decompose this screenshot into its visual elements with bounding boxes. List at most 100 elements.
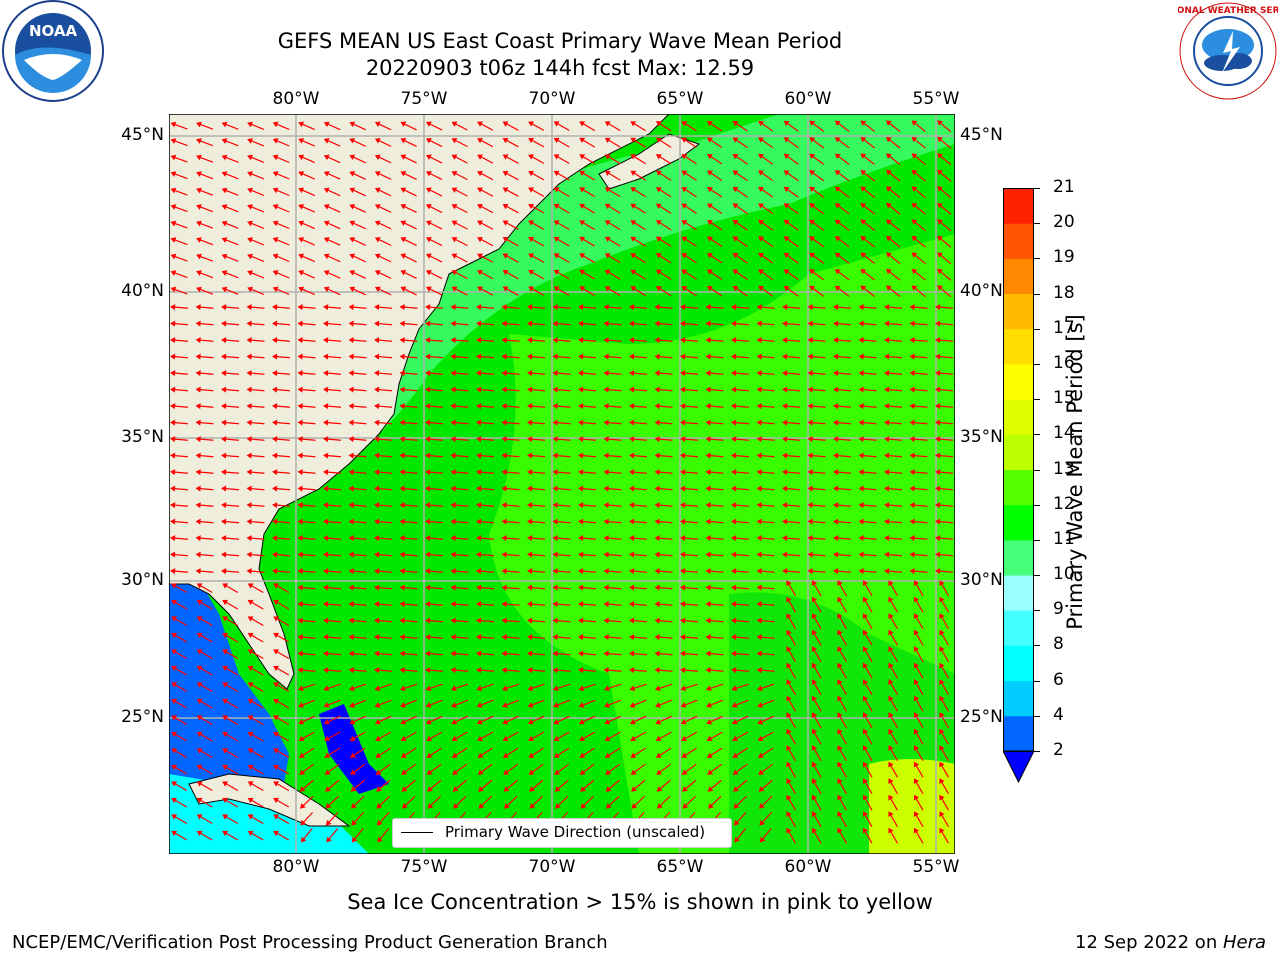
wave-direction-arrow (527, 436, 546, 443)
wave-direction-arrow (680, 304, 699, 311)
wave-direction-arrow (578, 320, 597, 327)
wave-direction-arrow (578, 436, 597, 443)
wave-direction-arrow (913, 596, 924, 613)
wave-direction-arrow (425, 138, 443, 148)
wave-direction-arrow (705, 518, 724, 525)
wave-direction-arrow (884, 535, 903, 542)
wave-direction-arrow (884, 502, 903, 509)
wave-direction-arrow (680, 436, 699, 443)
wave-direction-arrow (247, 632, 264, 643)
wave-direction-arrow (476, 386, 495, 393)
wave-direction-arrow (425, 634, 444, 641)
wave-direction-arrow (221, 485, 240, 492)
wave-direction-arrow (246, 518, 265, 525)
wave-direction-arrow (476, 715, 494, 725)
colorbar-segment (1003, 575, 1034, 611)
wave-direction-arrow (833, 403, 852, 410)
wave-direction-arrow (170, 419, 189, 426)
wave-direction-arrow (450, 502, 469, 509)
wave-direction-arrow (888, 662, 899, 679)
wave-direction-arrow (272, 436, 291, 443)
wave-direction-arrow (705, 683, 724, 692)
wave-direction-arrow (604, 747, 621, 758)
wave-direction-arrow (654, 667, 673, 674)
wave-direction-arrow (552, 436, 571, 443)
wave-direction-arrow (297, 617, 316, 624)
wave-direction-arrow (756, 353, 775, 360)
colorbar-segment (1003, 258, 1034, 295)
wave-direction-arrow (629, 386, 648, 393)
wave-direction-arrow (604, 731, 621, 742)
wave-direction-arrow (325, 811, 339, 826)
wave-direction-arrow (425, 502, 444, 509)
wave-direction-arrow (603, 370, 622, 377)
wave-direction-arrow (196, 253, 214, 262)
wave-direction-arrow (833, 436, 852, 443)
wave-direction-arrow (222, 731, 239, 742)
wave-direction-arrow (528, 253, 545, 263)
wave-direction-arrow (811, 679, 822, 696)
wave-direction-arrow (349, 270, 366, 279)
wave-direction-arrow (501, 584, 520, 591)
wave-direction-arrow (811, 629, 822, 646)
wave-direction-arrow (913, 662, 924, 679)
wave-direction-arrow (222, 830, 239, 841)
lat-tick-left: 45°N (121, 125, 164, 145)
wave-direction-arrow (476, 436, 495, 443)
wave-direction-arrow (323, 220, 341, 230)
wave-direction-arrow (858, 370, 877, 377)
colorbar-tick (1034, 434, 1040, 436)
wave-direction-arrow (757, 715, 774, 725)
wave-direction-arrow (681, 220, 697, 231)
wave-direction-arrow (833, 469, 852, 476)
wave-direction-arrow (937, 235, 952, 248)
wave-direction-arrow (196, 797, 213, 808)
wave-direction-arrow (323, 551, 342, 558)
wave-direction-arrow (195, 419, 214, 426)
wave-direction-arrow (247, 204, 265, 213)
wave-direction-arrow (450, 584, 469, 591)
wave-direction-arrow (527, 650, 546, 657)
wave-direction-arrow (629, 667, 648, 674)
wave-direction-arrow (888, 728, 899, 745)
wave-direction-arrow (578, 667, 597, 674)
wave-direction-arrow (451, 269, 468, 280)
wave-direction-arrow (476, 551, 495, 558)
wave-direction-arrow (706, 715, 723, 725)
wave-direction-arrow (247, 698, 264, 709)
wave-direction-arrow (451, 170, 468, 181)
wave-direction-arrow (629, 617, 648, 624)
wave-direction-arrow (246, 304, 265, 311)
wave-direction-arrow (807, 551, 826, 558)
wave-direction-arrow (527, 304, 546, 311)
wave-direction-arrow (705, 320, 724, 327)
wave-direction-arrow (579, 269, 596, 280)
wave-direction-arrow (654, 370, 673, 377)
wave-direction-arrow (680, 320, 699, 327)
wave-direction-arrow (552, 485, 571, 492)
wave-direction-arrow (578, 551, 597, 558)
wave-direction-arrow (860, 169, 875, 182)
wave-direction-arrow (501, 502, 520, 509)
wave-direction-arrow (911, 186, 926, 199)
wave-direction-arrow (324, 731, 341, 742)
wave-direction-arrow (604, 170, 621, 181)
wave-direction-arrow (221, 419, 240, 426)
wave-direction-arrow (501, 667, 520, 674)
colorbar-tick (1034, 399, 1040, 401)
wave-direction-arrow (809, 285, 825, 297)
wave-direction-arrow (196, 237, 214, 246)
wave-direction-arrow (552, 452, 571, 459)
wave-direction-arrow (477, 220, 494, 230)
wave-direction-arrow (476, 650, 495, 657)
wave-direction-arrow (885, 202, 901, 215)
wave-direction-arrow (528, 763, 544, 775)
wave-direction-arrow (425, 419, 444, 426)
colorbar-segment (1003, 328, 1034, 365)
wave-direction-arrow (681, 747, 697, 758)
lon-tick-top: 55°W (912, 89, 960, 109)
wave-direction-arrow (170, 353, 189, 360)
wave-direction-arrow (731, 370, 750, 377)
wave-direction-arrow (170, 154, 188, 163)
wave-direction-arrow (323, 715, 341, 725)
